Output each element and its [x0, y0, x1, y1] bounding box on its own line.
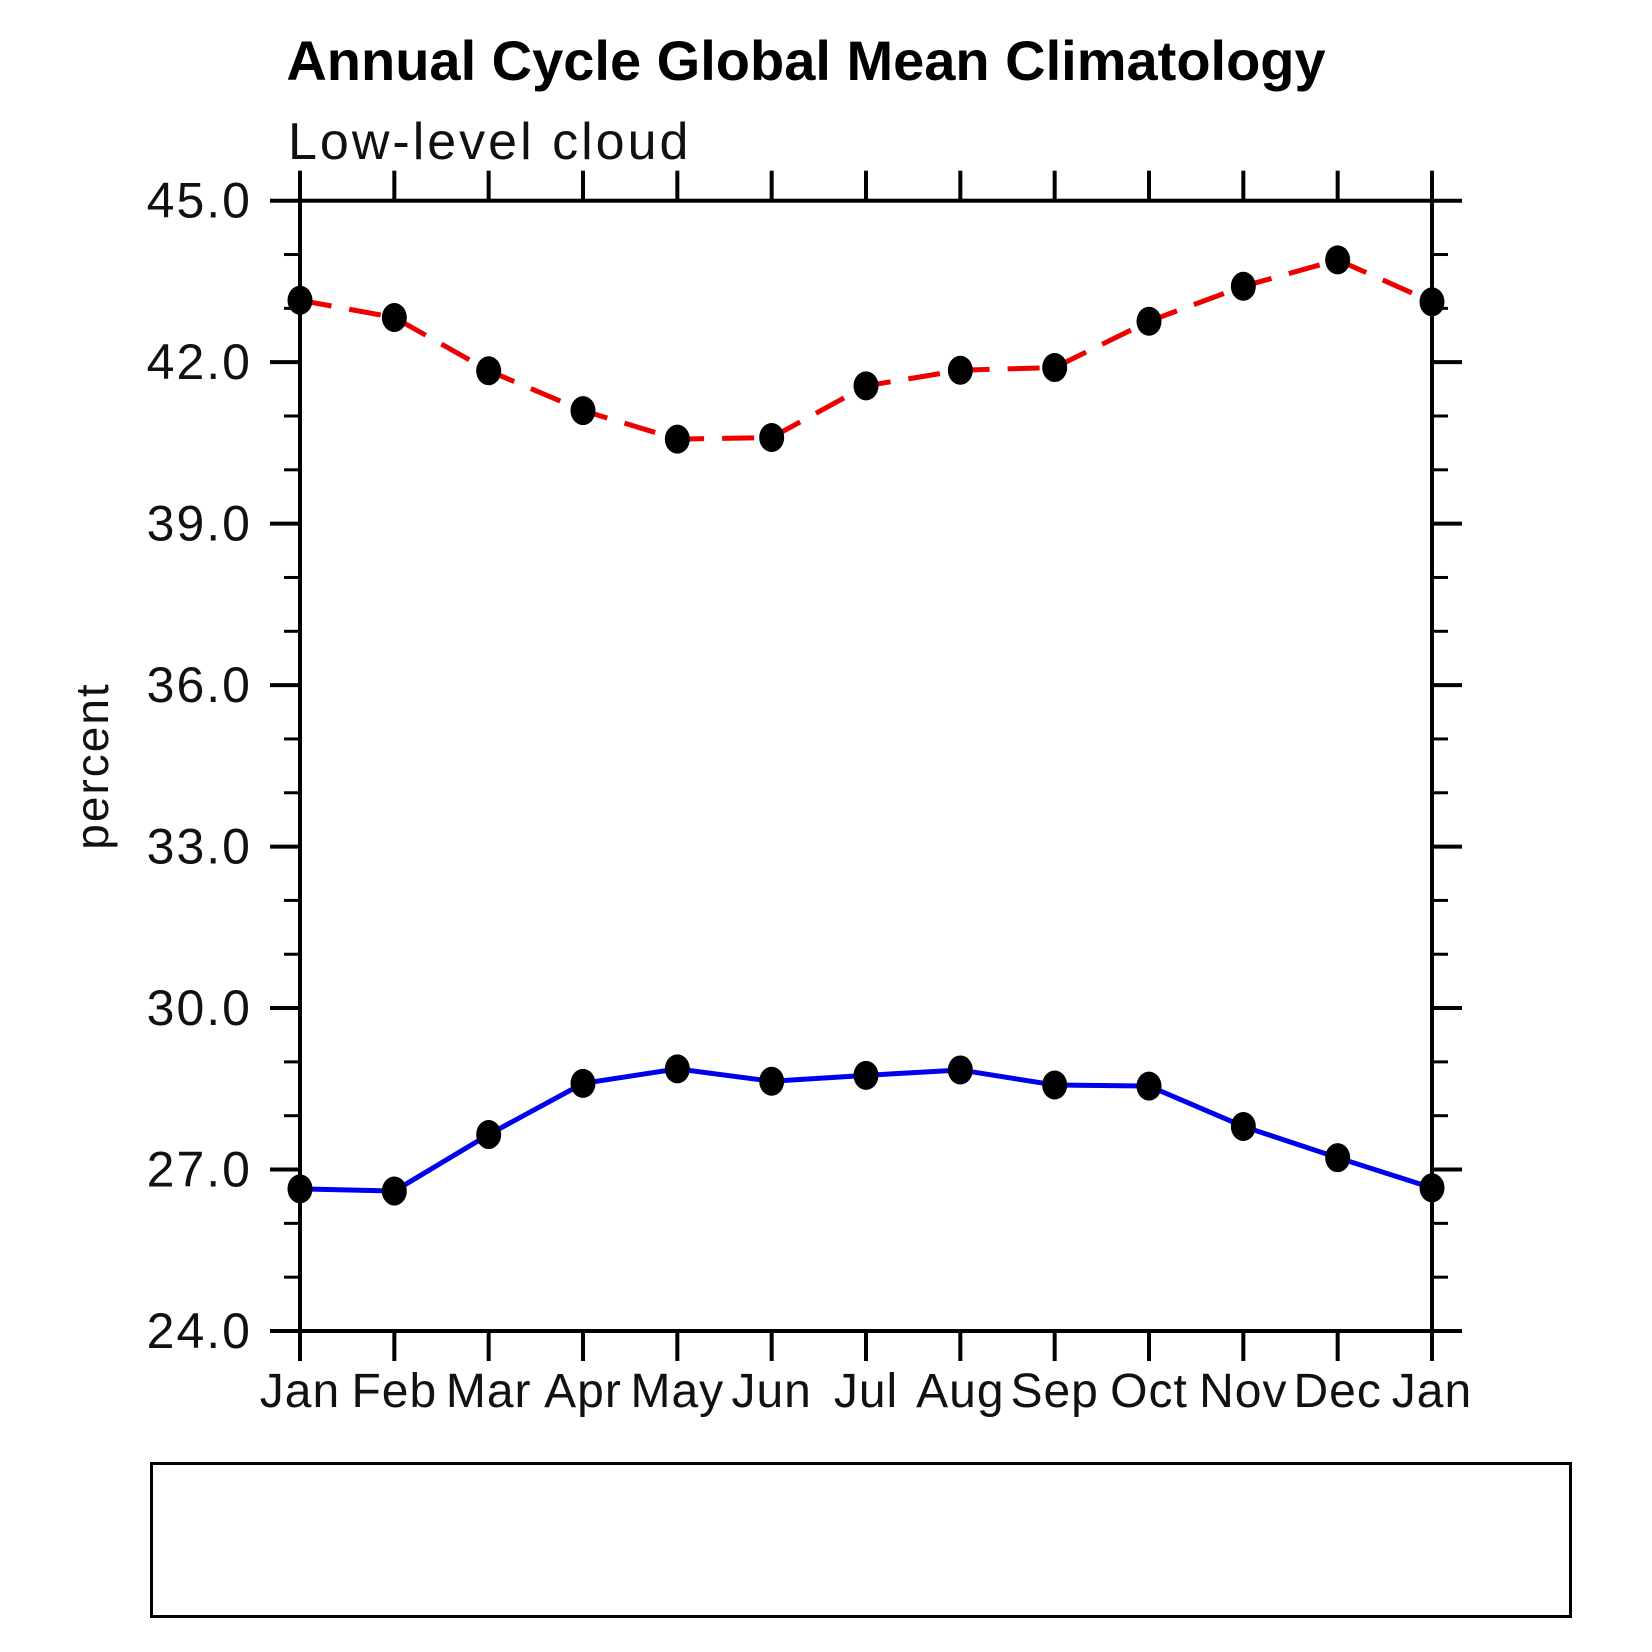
data-point-0: [947, 1055, 973, 1085]
data-point-1: [1325, 245, 1351, 275]
chart-subtitle: Low-level cloud: [288, 113, 692, 171]
data-point-1: [476, 356, 502, 386]
x-tick-label: Dec: [1293, 1365, 1381, 1418]
data-point-1: [570, 396, 596, 426]
data-point-1: [947, 355, 973, 385]
plot-frame: [298, 198, 1434, 1334]
x-tick-label: Jul: [834, 1365, 898, 1418]
x-tick-label: Nov: [1199, 1365, 1287, 1418]
data-point-1: [1136, 306, 1162, 336]
data-point-0: [664, 1054, 690, 1084]
y-tick-label: 24.0: [147, 1303, 252, 1359]
x-tick-label: Oct: [1110, 1365, 1188, 1418]
x-tick-label: Sep: [1010, 1365, 1098, 1418]
data-point-1: [1042, 353, 1068, 383]
data-point-0: [1230, 1111, 1256, 1141]
data-point-0: [1042, 1070, 1068, 1100]
x-tick-label: Apr: [544, 1365, 622, 1418]
data-point-0: [381, 1176, 407, 1206]
x-tick-label: Jan: [260, 1365, 340, 1418]
series-line-1: [299, 257, 1434, 442]
data-point-0: [1419, 1173, 1445, 1203]
data-point-0: [287, 1174, 313, 1204]
x-tick-label: May: [630, 1365, 724, 1418]
y-tick-label: 30.0: [147, 980, 252, 1036]
chart-title: Annual Cycle Global Mean Climatology: [286, 29, 1326, 92]
data-point-1: [759, 423, 785, 453]
data-point-1: [664, 424, 690, 454]
y-tick-label: 42.0: [147, 334, 252, 390]
y-tick-label: 36.0: [147, 657, 252, 713]
data-point-1: [853, 371, 879, 401]
x-tick-label: Mar: [446, 1365, 532, 1418]
y-tick-label: 27.0: [147, 1142, 252, 1198]
data-point-1: [1419, 287, 1445, 317]
data-point-0: [1136, 1071, 1162, 1101]
data-point-0: [476, 1120, 502, 1150]
data-point-0: [570, 1068, 596, 1098]
y-tick-label: 45.0: [147, 173, 252, 229]
x-tick-label: Aug: [916, 1365, 1004, 1418]
data-point-0: [853, 1060, 879, 1090]
x-tick-label: Jun: [731, 1365, 811, 1418]
x-tick-label: Jan: [1392, 1365, 1472, 1418]
data-point-1: [381, 302, 407, 332]
legend: ISCCP D2 b.e12.B1850C5CN.ne30_g16.init.c…: [150, 1462, 1572, 1618]
data-point-1: [1230, 271, 1256, 301]
y-tick-label: 39.0: [147, 496, 252, 552]
data-point-0: [1325, 1143, 1351, 1173]
data-point-0: [759, 1066, 785, 1096]
data-point-1: [287, 285, 313, 315]
y-tick-label: 33.0: [147, 819, 252, 875]
x-tick-label: Feb: [351, 1365, 437, 1418]
